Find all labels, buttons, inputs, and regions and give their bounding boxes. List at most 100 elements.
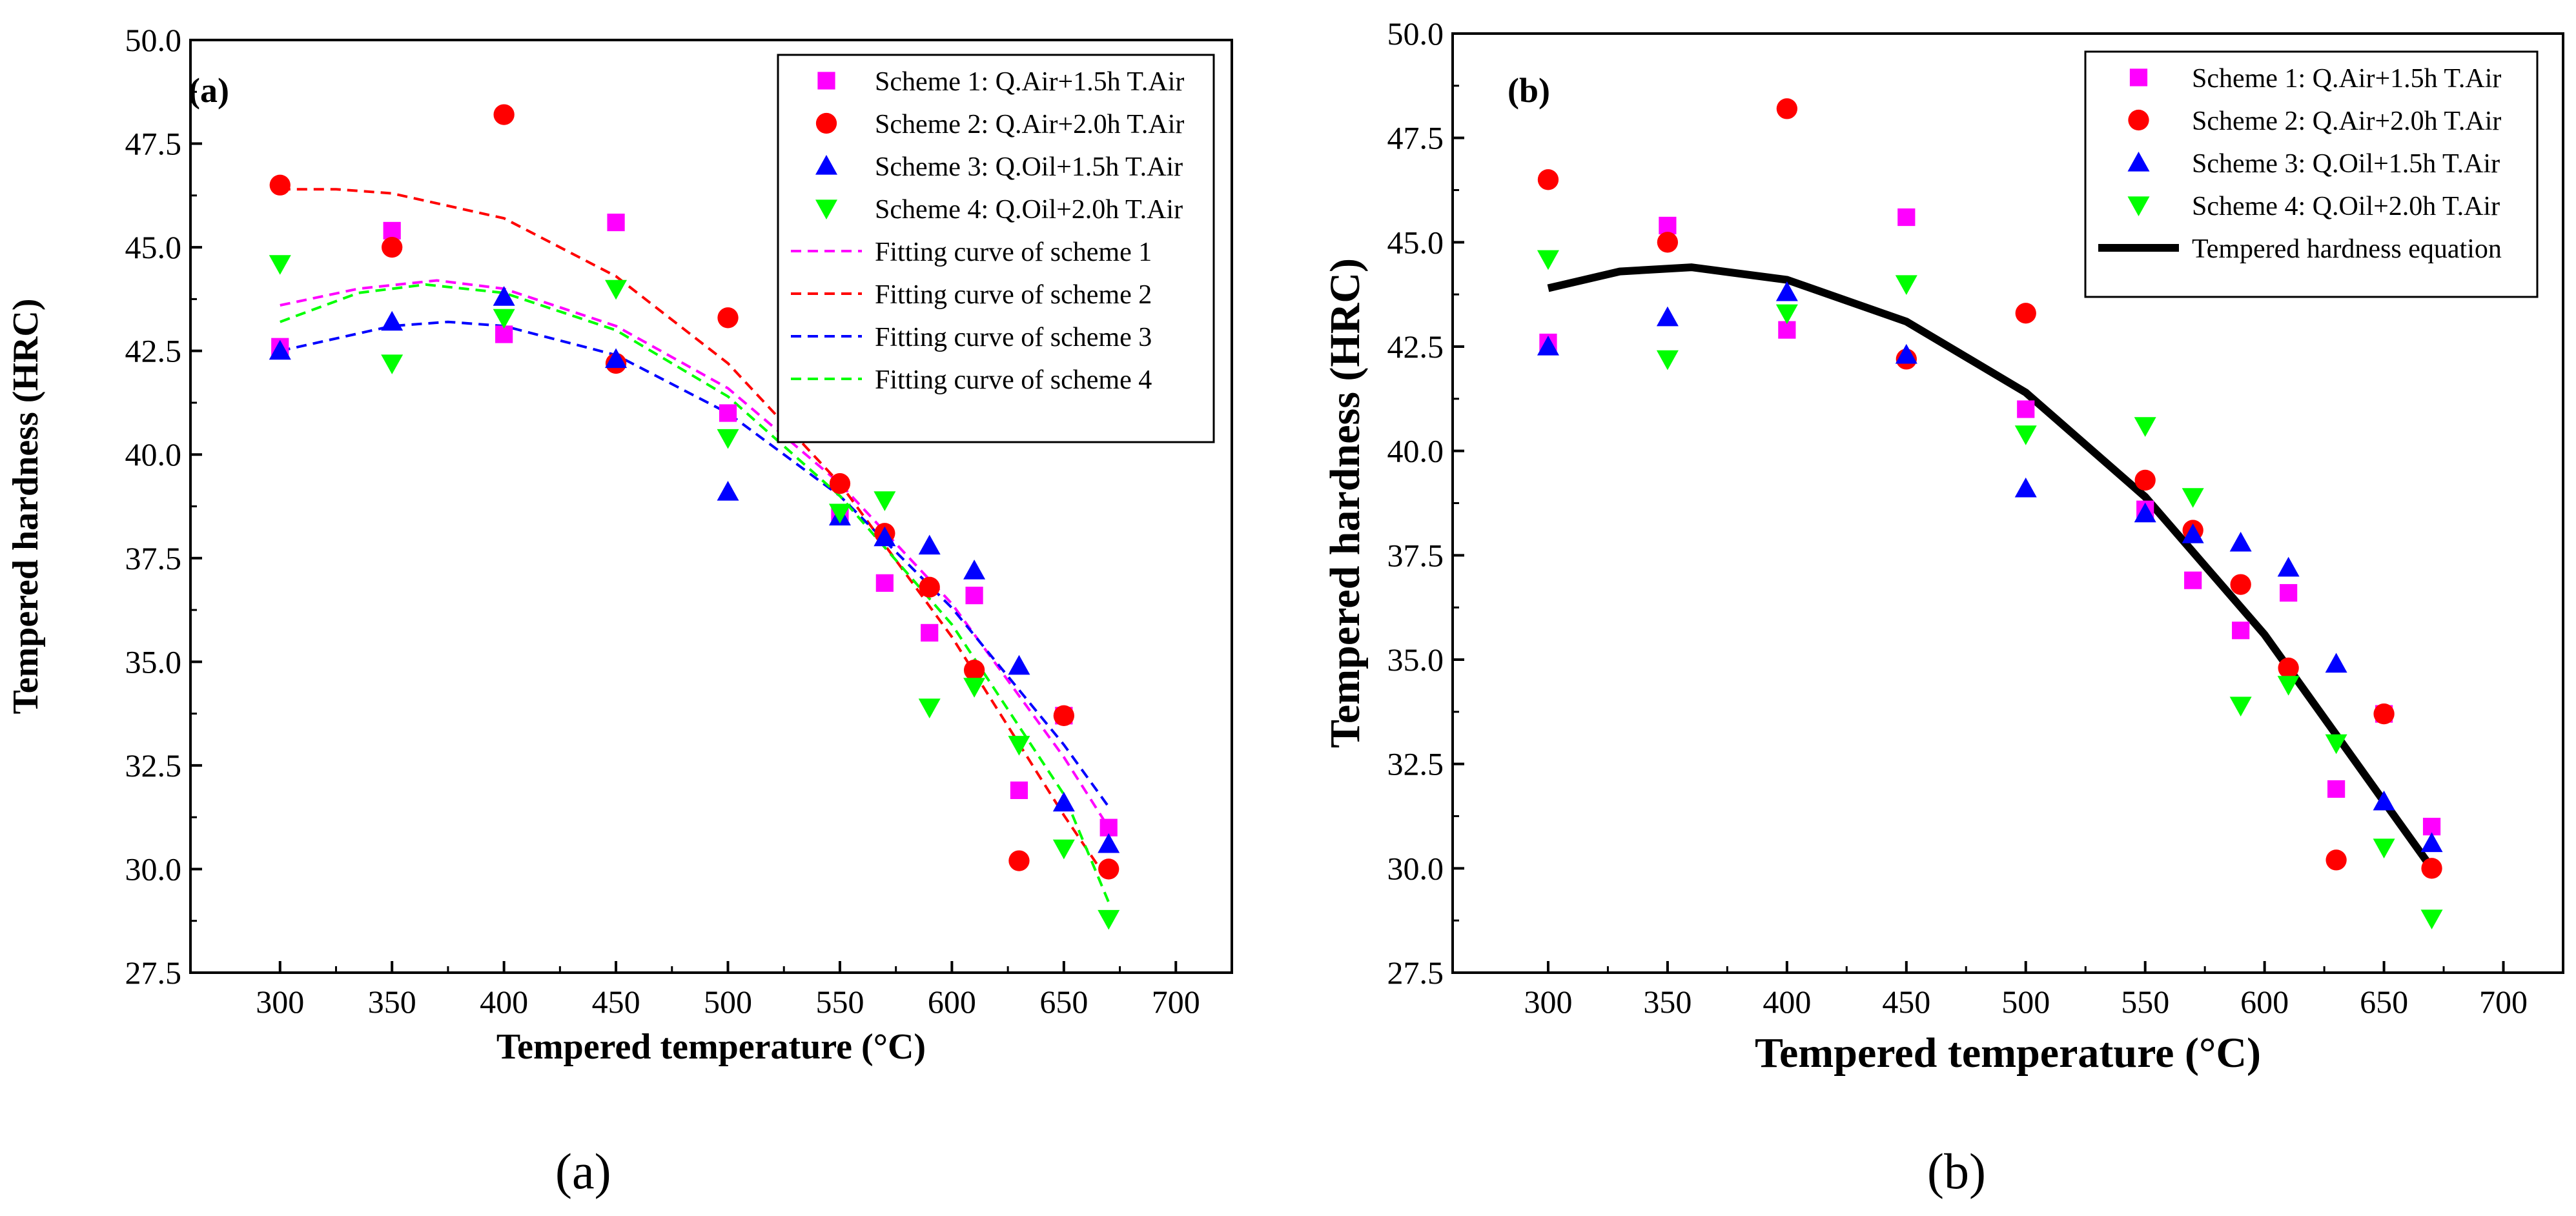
scheme-4-point bbox=[1895, 275, 1917, 295]
legend-label: Tempered hardness equation bbox=[2192, 234, 2502, 264]
legend: Scheme 1: Q.Air+1.5h T.Air Scheme 2: Q.Ai… bbox=[777, 54, 1215, 443]
legend-label: Fitting curve of scheme 4 bbox=[875, 365, 1152, 395]
scheme-1-point bbox=[875, 574, 894, 592]
y-tick-label: 45.0 bbox=[1387, 224, 1444, 260]
scheme-4-point bbox=[1008, 736, 1030, 756]
legend-marker bbox=[2128, 109, 2149, 131]
y-tick-label: 35.0 bbox=[1387, 642, 1444, 678]
x-axis-label: Tempered temperature (°C) bbox=[496, 1027, 926, 1067]
y-tick-label: 32.5 bbox=[125, 747, 182, 784]
y-tick-label: 40.0 bbox=[1387, 433, 1444, 469]
scheme-3-point bbox=[605, 348, 628, 369]
x-tick-label: 700 bbox=[2479, 984, 2528, 1020]
y-tick-label: 47.5 bbox=[1387, 120, 1444, 156]
y-axis-label: Tempered hardness (HRC) bbox=[6, 298, 46, 714]
scheme-3-point bbox=[874, 526, 896, 547]
scheme-2-point bbox=[2326, 849, 2347, 871]
legend-label: Fitting curve of scheme 1 bbox=[875, 238, 1152, 267]
scheme-1-point bbox=[1897, 208, 1916, 227]
scheme-2-point bbox=[2134, 469, 2156, 491]
scheme-4-point bbox=[2014, 425, 2037, 445]
scheme-3-point bbox=[2182, 523, 2204, 543]
y-tick-label: 30.0 bbox=[125, 851, 182, 887]
scheme-3-point bbox=[269, 339, 291, 360]
legend-label: Fitting curve of scheme 3 bbox=[875, 323, 1152, 352]
scheme-3-point bbox=[963, 560, 986, 580]
legend-label: Scheme 2: Q.Air+2.0h T.Air bbox=[2192, 106, 2501, 136]
panel-label: (a) bbox=[189, 71, 229, 110]
scheme-3-point bbox=[2325, 653, 2347, 673]
scheme-4-point bbox=[605, 279, 628, 300]
x-tick-label: 350 bbox=[368, 984, 416, 1020]
scheme-4-point bbox=[2373, 838, 2395, 858]
y-tick-label: 32.5 bbox=[1387, 746, 1444, 782]
y-tick-label: 37.5 bbox=[125, 540, 182, 576]
legend-label: Scheme 1: Q.Air+1.5h T.Air bbox=[2192, 64, 2501, 94]
scheme-3-point bbox=[918, 534, 941, 555]
equation-curve bbox=[1547, 263, 2435, 871]
scheme-1-point bbox=[1010, 781, 1028, 800]
scheme-1-point bbox=[607, 213, 625, 232]
y-tick-label: 42.5 bbox=[1387, 329, 1444, 365]
scheme-1-point bbox=[2327, 780, 2346, 798]
y-tick-label: 45.0 bbox=[125, 229, 182, 265]
scheme-2-point bbox=[1053, 705, 1074, 726]
fit-curve bbox=[280, 279, 1110, 829]
scheme-4-point bbox=[2277, 676, 2300, 696]
caption-a: (a) bbox=[555, 1143, 611, 1199]
legend-marker bbox=[815, 112, 837, 134]
scheme-4-point bbox=[2325, 734, 2347, 755]
scheme-3-point bbox=[1098, 833, 1120, 853]
x-tick-label: 400 bbox=[480, 984, 528, 1020]
scheme-1-point bbox=[965, 586, 983, 605]
scheme-4-point bbox=[2229, 696, 2252, 717]
scheme-3-point bbox=[2277, 556, 2300, 577]
y-tick-label: 50.0 bbox=[125, 22, 182, 58]
scheme-2-point bbox=[919, 576, 940, 598]
scheme-4-point bbox=[2134, 417, 2156, 437]
scheme-3-point bbox=[2373, 790, 2395, 811]
scheme-2-point bbox=[2015, 303, 2036, 324]
chart-panel-a: 300 350 400 450 500 550 600 650 700 27.5 30.0 32.5 3… bbox=[6, 22, 1233, 1067]
x-tick-label: 450 bbox=[1882, 984, 1930, 1020]
scheme-2-point bbox=[829, 473, 851, 494]
scheme-2-point bbox=[717, 307, 739, 329]
scheme-2-point bbox=[1776, 98, 1797, 119]
legend-label: Fitting curve of scheme 2 bbox=[875, 280, 1152, 310]
legend-label: Scheme 4: Q.Oil+2.0h T.Air bbox=[2192, 192, 2500, 221]
scheme-4-point bbox=[493, 309, 515, 329]
scheme-4-point bbox=[717, 429, 739, 449]
scheme-1-point bbox=[719, 404, 737, 422]
scheme-3-point bbox=[2229, 531, 2252, 552]
x-tick-label: 650 bbox=[2360, 984, 2408, 1020]
fit-curve bbox=[280, 320, 1110, 808]
scheme-3-point bbox=[2134, 502, 2156, 523]
scheme-1-point bbox=[2232, 622, 2250, 640]
scheme-4-point bbox=[269, 255, 291, 275]
legend-label: Scheme 3: Q.Oil+1.5h T.Air bbox=[875, 152, 1183, 182]
y-tick-label: 37.5 bbox=[1387, 537, 1444, 573]
scheme-2-point bbox=[382, 236, 403, 258]
scheme-3-point bbox=[717, 481, 739, 501]
y-tick-label: 42.5 bbox=[125, 333, 182, 369]
legend-label: Scheme 1: Q.Air+1.5h T.Air bbox=[875, 67, 1184, 97]
y-tick-label: 50.0 bbox=[1387, 15, 1444, 52]
fit-curve bbox=[280, 283, 1110, 903]
scheme-1-point bbox=[921, 623, 939, 642]
scheme-2-point bbox=[1537, 169, 1559, 190]
x-tick-label: 600 bbox=[928, 984, 976, 1020]
scheme-1-point bbox=[383, 221, 401, 240]
x-tick-label: 700 bbox=[1152, 984, 1200, 1020]
x-tick-label: 300 bbox=[256, 984, 304, 1020]
scheme-3-point bbox=[1052, 791, 1075, 812]
x-tick-label: 500 bbox=[704, 984, 752, 1020]
scheme-2-point bbox=[493, 104, 515, 125]
scheme-3-point bbox=[1656, 306, 1679, 327]
scheme-2-point bbox=[1098, 858, 1119, 880]
legend-marker bbox=[2127, 152, 2150, 172]
scheme-4-point bbox=[381, 354, 404, 374]
x-axis-label: Tempered temperature (°C) bbox=[1755, 1029, 2261, 1077]
scheme-2-point bbox=[269, 174, 291, 196]
chart-panel-b: 300 350 400 450 500 550 600 650 700 27.5 30.0 32.5 3… bbox=[1322, 15, 2564, 1077]
